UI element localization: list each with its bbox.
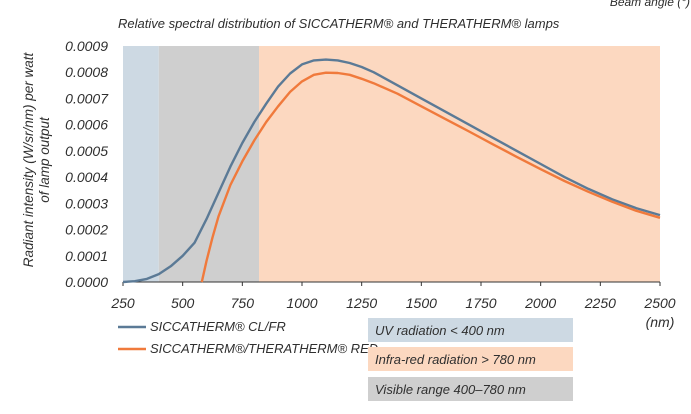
legend-region-visible-label: Visible range 400–780 nm xyxy=(375,382,526,397)
x-tick-label-6: 1750 xyxy=(465,295,496,311)
y-tick-label-8: 0.0008 xyxy=(65,64,108,80)
legend-region-visible xyxy=(368,377,573,401)
corner-text: Beam angle (°) xyxy=(610,0,690,9)
series-line-2 xyxy=(200,71,661,283)
region-band-2 xyxy=(259,46,660,282)
y-tick-label-0: 0.0000 xyxy=(65,274,108,290)
x-axis-unit: (nm) xyxy=(646,314,675,330)
series-lines xyxy=(122,58,661,284)
x-tick-label-2: 750 xyxy=(231,295,255,311)
legend-region-uv xyxy=(368,318,573,342)
y-tick-label-1: 0.0001 xyxy=(65,248,108,264)
axes: 250 500 750 1000 1250 1500 1750 2000 2250 2500 0.0… xyxy=(65,38,676,311)
x-tick-label-9: 2500 xyxy=(643,295,675,311)
y-tick-label-7: 0.0007 xyxy=(65,90,109,106)
legend-region-uv-label: UV radiation < 400 nm xyxy=(375,323,505,338)
chart-title: Relative spectral distribution of SICCAT… xyxy=(118,16,560,31)
legend-label-series-1: SICCATHERM® CL/FR xyxy=(150,319,286,334)
x-tick-label-7: 2000 xyxy=(524,295,556,311)
legend: SICCATHERM® CL/FR SICCATHERM®/THERATHERM… xyxy=(118,318,573,401)
y-tick-label-2: 0.0002 xyxy=(65,222,108,238)
legend-region-ir xyxy=(368,347,573,371)
x-tick-label-3: 1000 xyxy=(286,295,317,311)
y-tick-label-4: 0.0004 xyxy=(65,169,108,185)
x-tick-label-5: 1500 xyxy=(406,295,437,311)
y-axis-label-line1: Radiant intensity (W/sr/nm) per watt xyxy=(21,51,36,267)
region-band-0 xyxy=(123,46,159,282)
y-axis-label-line2: of lamp output xyxy=(37,116,52,203)
x-tick-label-4: 1250 xyxy=(346,295,377,311)
region-band-1 xyxy=(158,46,260,282)
y-tick-label-3: 0.0003 xyxy=(65,195,108,211)
x-tick-label-1: 500 xyxy=(171,295,195,311)
y-tick-label-9: 0.0009 xyxy=(65,38,108,54)
x-tick-label-0: 250 xyxy=(110,295,135,311)
y-tick-label-5: 0.0005 xyxy=(65,143,108,159)
y-tick-label-6: 0.0006 xyxy=(65,117,108,133)
x-tick-label-8: 2250 xyxy=(584,295,616,311)
legend-label-series-2: SICCATHERM®/THERATHERM® RED xyxy=(150,341,378,356)
spectral-regions xyxy=(123,46,660,282)
series-line-1 xyxy=(122,58,661,284)
legend-region-ir-label: Infra-red radiation > 780 nm xyxy=(375,352,536,367)
y-axis-label: Radiant intensity (W/sr/nm) per watt of … xyxy=(21,51,52,267)
